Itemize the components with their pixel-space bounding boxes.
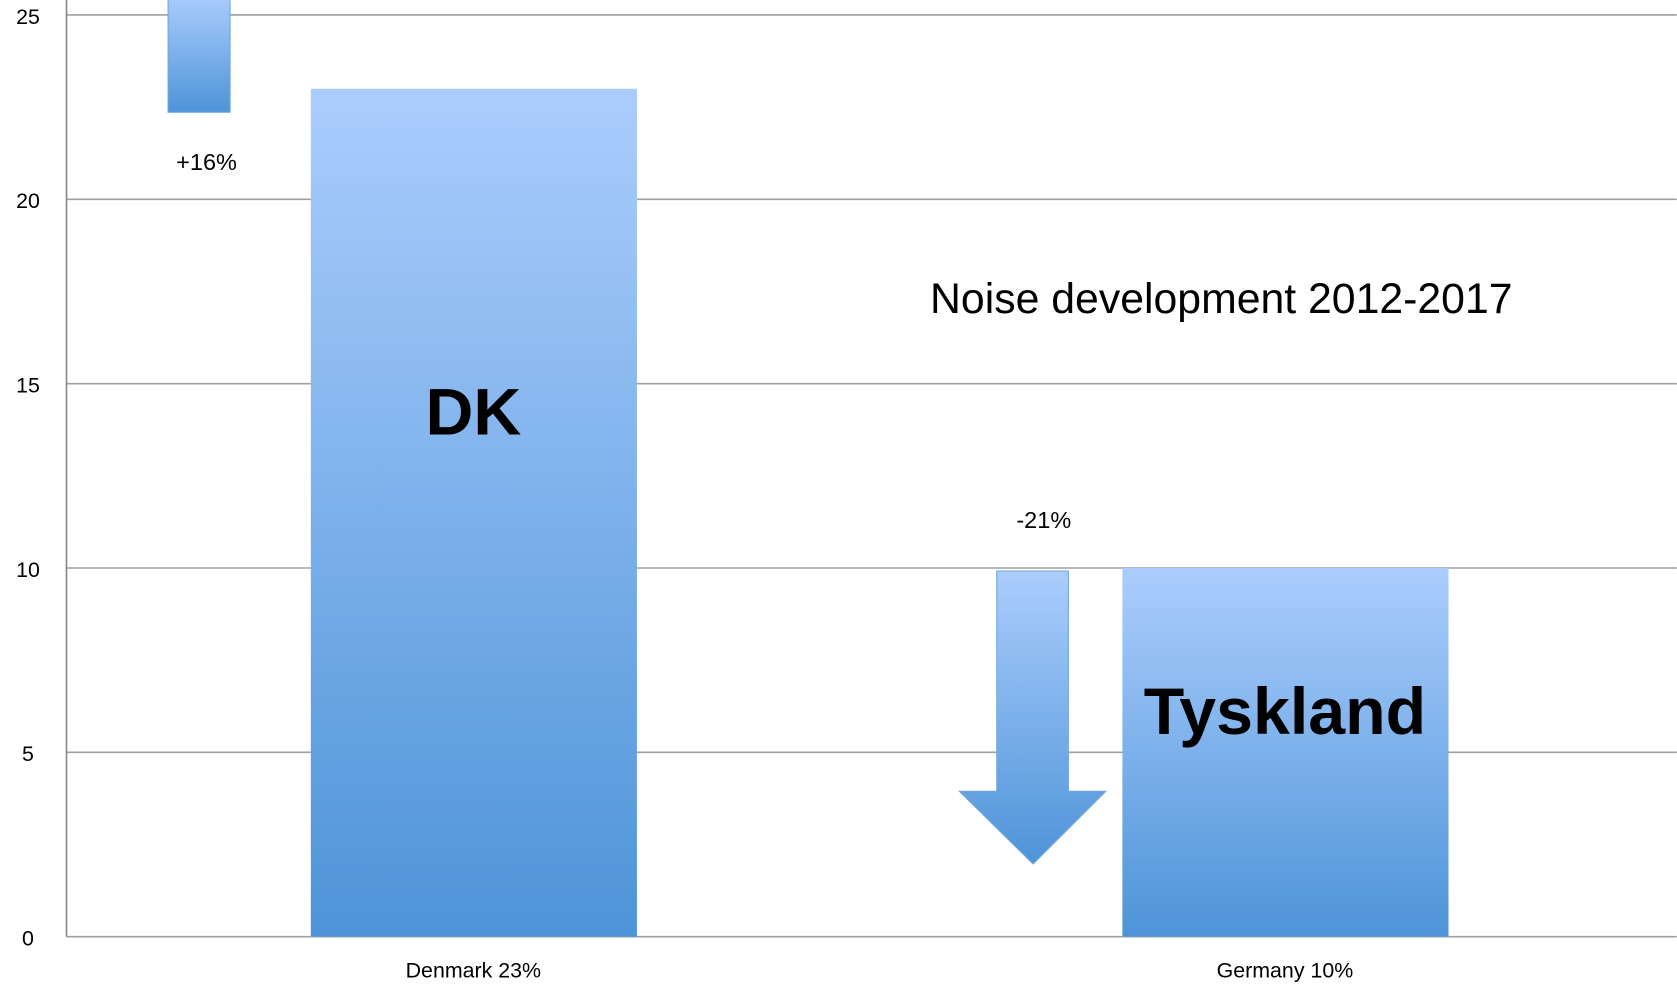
- up-arrow: [167, 0, 231, 113]
- y-tick-label: 20: [16, 189, 40, 213]
- y-tick-label: 15: [16, 374, 40, 398]
- x-tick-label: Germany 10%: [1217, 959, 1354, 983]
- chart-title: Noise development 2012-2017: [930, 275, 1513, 323]
- y-tick-label: 5: [22, 742, 34, 766]
- bar-label: Tyskland: [1144, 675, 1426, 749]
- y-tick-label: 0: [22, 927, 34, 951]
- annotation: +16%: [176, 149, 237, 175]
- y-tick-label: 10: [16, 558, 40, 582]
- y-tick-label: 25: [16, 5, 40, 29]
- bar-label: DK: [425, 376, 521, 450]
- x-tick-label: Denmark 23%: [406, 959, 541, 983]
- bar: [310, 88, 637, 937]
- annotation: -21%: [1016, 507, 1071, 533]
- bars: [310, 88, 1449, 937]
- down-arrow: [958, 570, 1108, 865]
- bar: [1122, 567, 1449, 937]
